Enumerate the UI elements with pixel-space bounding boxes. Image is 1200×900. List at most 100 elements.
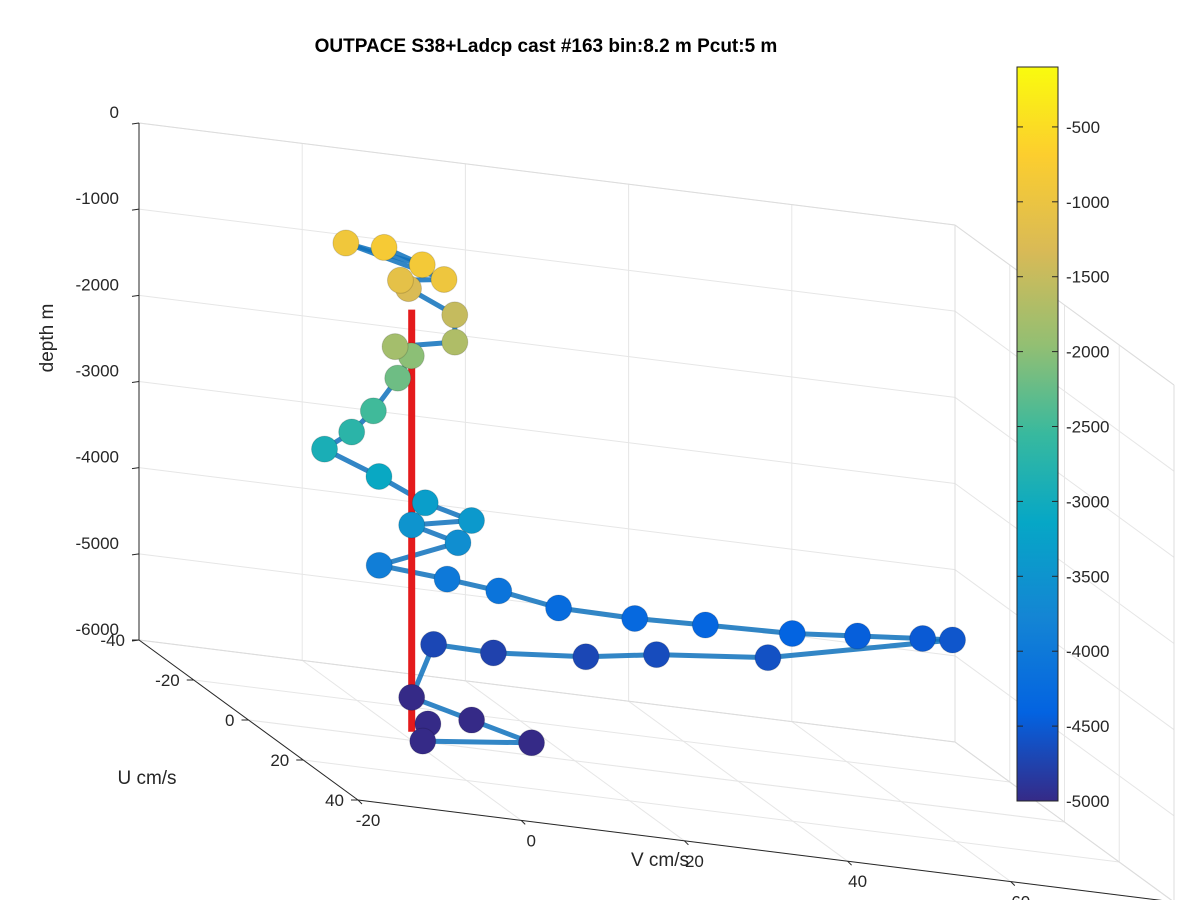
grid-line [138,467,956,571]
grid-line [303,759,1120,863]
y-tick-label: 20 [270,751,289,770]
box-edge [138,639,956,743]
data-point [433,565,461,593]
x-tick-label: -20 [356,811,381,830]
x-tick-label: 40 [848,872,867,891]
x-tick-mark [357,799,363,805]
colorbar-tick-label: -3000 [1066,492,1109,511]
data-points [311,229,967,757]
grid-line [193,679,1010,783]
z-tick-mark [131,122,140,125]
y-tick-label: 0 [225,711,234,730]
data-point [398,511,426,539]
grid-line [138,294,956,398]
grid-line [954,310,1175,472]
z-tick-label: -4000 [76,448,119,467]
x-axis-line [357,799,1163,900]
z-axis-label: depth m [37,304,58,373]
colorbar: -500 -1000 -1500 -2000 -2500 -3000 -3500 -4000 -… [1016,66,1109,811]
data-point [643,641,670,669]
data-point [441,301,469,329]
grid-line [954,396,1175,558]
data-point [939,626,967,654]
z-tick-label: -2000 [76,275,119,294]
grid-line [138,208,956,312]
colorbar-tick-label: -1000 [1066,193,1109,212]
data-point [370,233,398,261]
data-point [844,622,871,650]
axis-tick-labels: -20020406080-40-20020400-1000-2000-3000-… [76,103,1031,900]
data-point [778,620,806,648]
segment-line [654,652,771,661]
z-tick-label: -6000 [76,620,119,639]
z-tick-label: -5000 [76,534,119,553]
data-point [458,507,486,535]
grid-line [954,655,1175,817]
z-tick-mark [131,208,140,211]
z-tick-label: 0 [110,103,119,122]
x-tick-mark [1010,881,1016,886]
data-point [420,630,448,658]
segment-line [376,540,461,568]
x-tick-mark [520,820,526,825]
x-tick-label: 60 [1011,893,1030,900]
colorbar-tick-label: -1500 [1066,268,1109,287]
box-edge [954,224,1175,386]
colorbar-gradient [1016,66,1059,802]
x-tick-mark [684,840,689,846]
data-point [365,551,393,579]
y-tick-label: -20 [155,671,180,690]
data-point [485,577,513,605]
z-tick-mark [131,294,140,297]
y-tick-label: 40 [325,791,344,810]
data-point [572,643,600,671]
z-tick-label: -3000 [76,362,119,381]
colorbar-tick-label: -2000 [1066,343,1109,362]
z-tick-mark [131,639,140,642]
data-point [311,435,339,463]
x-axis-label: V cm/s [631,850,689,871]
z-tick-mark [131,553,140,556]
chart-title: OUTPACE S38+Ladcp cast #163 bin:8.2 m Pc… [315,36,778,57]
colorbar-tick-label: -2500 [1066,418,1109,437]
colorbar-tick-label: -5000 [1066,792,1109,811]
data-point [518,729,546,757]
z-tick-label: -1000 [76,189,119,208]
colorbar-tick-label: -4000 [1066,642,1109,661]
y-tick-label: -40 [100,631,125,650]
data-point [479,639,507,667]
data-point [332,229,360,257]
box-edge [954,741,1173,900]
z-tick-mark [131,467,140,470]
data-point [754,644,782,672]
data-point [691,611,719,639]
segment-line [490,650,589,660]
box-edge [138,122,956,226]
grid-line [138,381,956,484]
data-point [359,397,387,425]
data-point [621,604,649,632]
data-point [409,727,437,755]
data-point [430,265,458,293]
segment-line [420,738,535,746]
x-tick-label: 20 [685,852,704,871]
grid-line [248,719,1065,823]
y-axis-label: U cm/s [117,768,176,789]
data-point [365,462,393,490]
segment-line [702,622,795,637]
data-point [909,625,937,653]
data-point [384,364,412,392]
data-point [545,594,573,622]
z-tick-mark [131,381,140,383]
data-point [411,489,439,517]
data-point [408,251,436,279]
colorbar-tick-label: -500 [1066,118,1100,137]
colorbar-ticks: -500 -1000 -1500 -2000 -2500 -3000 -3500 -4000 -… [1017,118,1109,811]
grid-line [954,569,1175,731]
data-point [398,683,426,711]
data-point [338,418,366,446]
grid-line [954,483,1175,644]
data-point [386,266,414,294]
data-point [441,328,469,356]
